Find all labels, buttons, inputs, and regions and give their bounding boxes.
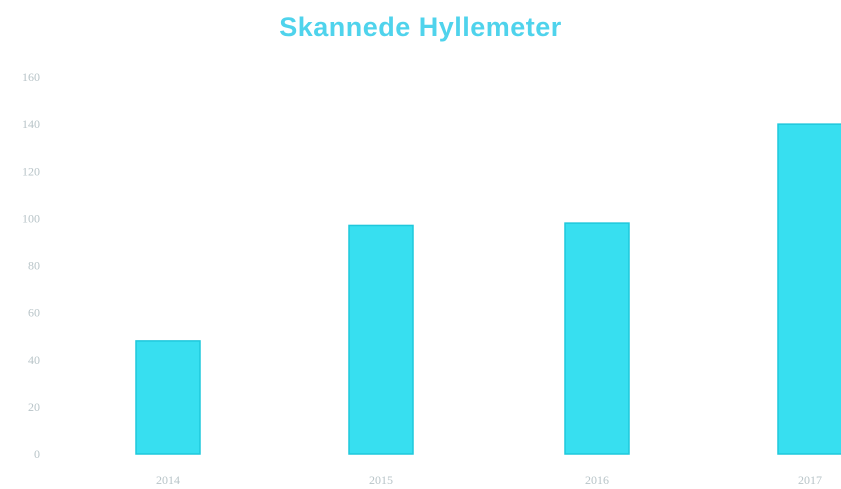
x-tick-label-2016: 2016 [585,473,609,487]
x-tick-label-2014: 2014 [156,473,180,487]
x-tick-label-2015: 2015 [369,473,393,487]
y-tick-label-40: 40 [28,353,40,367]
y-tick-label-80: 80 [28,259,40,273]
y-tick-label-60: 60 [28,306,40,320]
x-axis: 2014 2015 2016 2017 [156,473,822,487]
y-tick-label-120: 120 [22,164,40,178]
bar-2016 [564,222,630,455]
y-axis: 0 20 40 60 80 100 120 140 160 [22,70,40,461]
bar-2015 [348,224,414,455]
bar-2017 [777,123,841,455]
y-tick-label-20: 20 [28,400,40,414]
y-tick-label-160: 160 [22,70,40,84]
chart-title: Skannede Hyllemeter [279,12,562,42]
y-tick-label-140: 140 [22,117,40,131]
bars [135,123,841,455]
y-tick-label-0: 0 [34,447,40,461]
x-tick-label-2017: 2017 [798,473,822,487]
bar-2014 [135,340,201,455]
y-tick-label-100: 100 [22,211,40,225]
